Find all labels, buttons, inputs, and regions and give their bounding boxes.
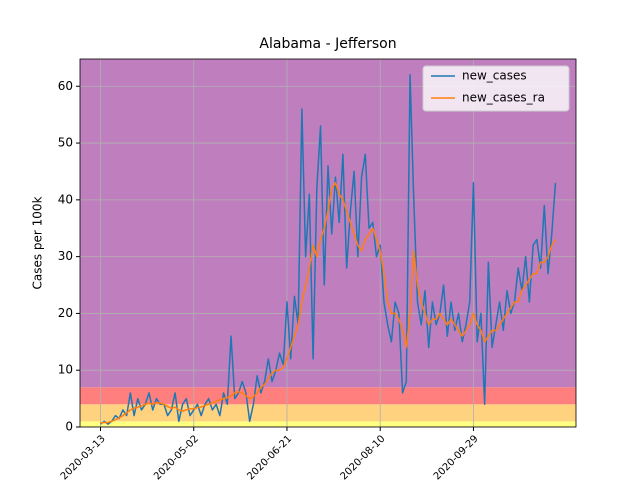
legend-label: new_cases_ra xyxy=(462,91,545,105)
legend-box xyxy=(422,65,570,112)
x-tick-label: 2020-05-02 xyxy=(152,433,201,480)
plot-frame xyxy=(79,58,577,428)
legend: new_cases new_cases_ra xyxy=(422,65,570,112)
chart-title: Alabama - Jefferson xyxy=(259,36,396,52)
data-line xyxy=(100,74,557,425)
x-tick-label: 2020-09-29 xyxy=(432,433,481,480)
y-tick-label: 0 xyxy=(65,420,73,434)
y-tick-label: 30 xyxy=(58,249,73,263)
y-tick-label: 50 xyxy=(58,136,73,150)
threshold-band xyxy=(80,59,576,388)
threshold-band xyxy=(80,421,576,427)
threshold-band xyxy=(80,387,576,405)
x-tick-label: 2020-03-13 xyxy=(59,433,108,480)
data-line xyxy=(100,182,557,424)
y-tick-label: 40 xyxy=(58,192,73,206)
legend-label: new_cases xyxy=(462,69,527,83)
x-tick-label: 2020-08-10 xyxy=(339,433,388,480)
y-tick-label: 60 xyxy=(58,79,73,93)
y-tick-label: 10 xyxy=(58,363,73,377)
y-tick-label: 20 xyxy=(58,306,73,320)
x-tick-label: 2020-06-21 xyxy=(245,433,294,480)
y-axis-label: Cases per 100k xyxy=(31,196,45,289)
